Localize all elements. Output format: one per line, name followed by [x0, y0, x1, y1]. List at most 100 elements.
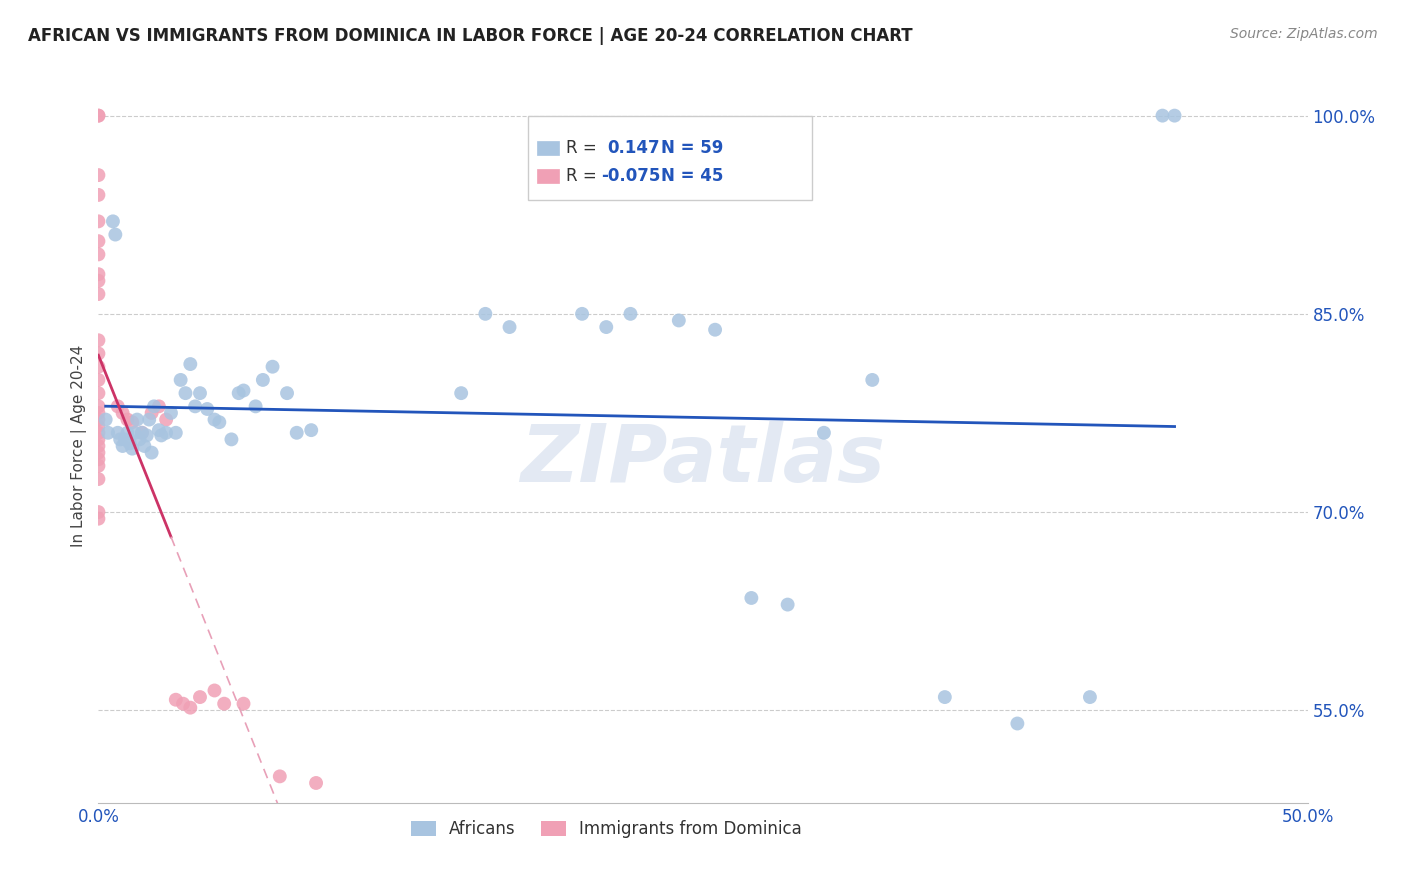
Point [165, 692, 187, 706]
Point [204, 683, 226, 698]
Point [111, 406, 134, 420]
Point [87, 373, 110, 387]
Point [87, 267, 110, 281]
Point [107, 425, 129, 440]
Point [107, 400, 129, 414]
Point [813, 425, 835, 440]
Point [276, 386, 298, 401]
Point [87, 412, 110, 426]
Point [111, 439, 134, 453]
Point [474, 307, 496, 321]
Text: N = 59: N = 59 [661, 139, 723, 157]
Point [143, 400, 166, 414]
Point [108, 433, 131, 447]
Point [87, 445, 110, 459]
Point [141, 406, 163, 420]
Point [179, 357, 201, 371]
Point [179, 700, 201, 714]
Point [87, 234, 110, 248]
Point [776, 598, 799, 612]
Point [87, 386, 110, 401]
Point [232, 384, 254, 398]
Point [101, 214, 124, 228]
Point [87, 452, 110, 467]
Point [204, 412, 226, 426]
Point [155, 412, 177, 426]
Point [498, 320, 520, 334]
Point [121, 415, 143, 429]
Point [104, 227, 127, 242]
Point [97, 425, 120, 440]
Point [118, 436, 141, 450]
Point [94, 412, 117, 426]
Point [595, 320, 617, 334]
FancyBboxPatch shape [537, 169, 560, 184]
Point [212, 697, 235, 711]
Point [172, 697, 194, 711]
Text: AFRICAN VS IMMIGRANTS FROM DOMINICA IN LABOR FORCE | AGE 20-24 CORRELATION CHART: AFRICAN VS IMMIGRANTS FROM DOMINICA IN L… [28, 27, 912, 45]
Point [860, 373, 883, 387]
Point [1007, 716, 1029, 731]
Point [141, 445, 163, 459]
Point [87, 168, 110, 182]
Point [195, 402, 218, 417]
FancyBboxPatch shape [537, 141, 560, 155]
Point [245, 400, 267, 414]
Point [87, 333, 110, 347]
Point [704, 323, 727, 337]
Point [169, 373, 191, 387]
Point [87, 214, 110, 228]
Point [305, 776, 328, 790]
Point [128, 433, 150, 447]
Point [87, 511, 110, 525]
Point [262, 359, 284, 374]
Text: -0.075: -0.075 [602, 168, 661, 186]
Text: R =: R = [567, 139, 598, 157]
Legend: Africans, Immigrants from Dominica: Africans, Immigrants from Dominica [404, 814, 808, 845]
Point [138, 412, 160, 426]
Point [148, 400, 170, 414]
Point [252, 373, 274, 387]
Point [155, 425, 177, 440]
Point [148, 423, 170, 437]
Point [124, 425, 146, 440]
Point [269, 769, 291, 783]
Point [87, 287, 110, 301]
Point [619, 307, 641, 321]
Point [188, 386, 211, 401]
Point [150, 428, 173, 442]
Point [668, 313, 690, 327]
Point [934, 690, 956, 704]
FancyBboxPatch shape [527, 116, 811, 200]
Point [117, 425, 139, 440]
Point [87, 274, 110, 288]
Text: Source: ZipAtlas.com: Source: ZipAtlas.com [1230, 27, 1378, 41]
Point [114, 433, 136, 447]
Point [1163, 109, 1185, 123]
Point [1152, 109, 1174, 123]
Point [121, 442, 143, 456]
Point [299, 423, 322, 437]
Point [87, 472, 110, 486]
Point [87, 359, 110, 374]
Point [127, 412, 149, 426]
Point [87, 188, 110, 202]
Text: ZIPatlas: ZIPatlas [520, 421, 886, 500]
Point [87, 109, 110, 123]
Point [232, 697, 254, 711]
Point [450, 386, 472, 401]
Point [174, 386, 197, 401]
Point [87, 346, 110, 360]
Point [208, 415, 231, 429]
Point [571, 307, 593, 321]
Point [285, 425, 308, 440]
Point [165, 425, 187, 440]
Point [1078, 690, 1101, 704]
Point [87, 458, 110, 473]
Point [135, 428, 157, 442]
Point [87, 433, 110, 447]
Point [740, 591, 762, 605]
Text: R =: R = [567, 168, 598, 186]
Point [131, 425, 153, 440]
Point [131, 425, 153, 440]
